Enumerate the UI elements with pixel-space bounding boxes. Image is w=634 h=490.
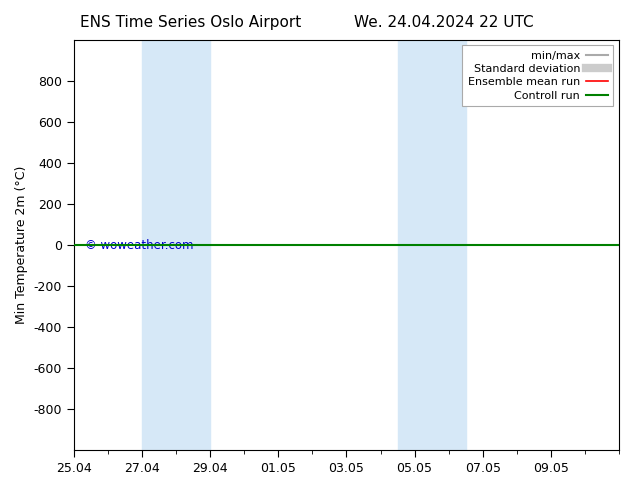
Legend: min/max, Standard deviation, Ensemble mean run, Controll run: min/max, Standard deviation, Ensemble me… xyxy=(462,45,614,106)
Text: © woweather.com: © woweather.com xyxy=(85,239,193,252)
Bar xyxy=(142,40,210,450)
Y-axis label: Min Temperature 2m (°C): Min Temperature 2m (°C) xyxy=(15,166,28,324)
Text: We. 24.04.2024 22 UTC: We. 24.04.2024 22 UTC xyxy=(354,15,534,30)
Bar xyxy=(398,40,466,450)
Text: ENS Time Series Oslo Airport: ENS Time Series Oslo Airport xyxy=(80,15,301,30)
